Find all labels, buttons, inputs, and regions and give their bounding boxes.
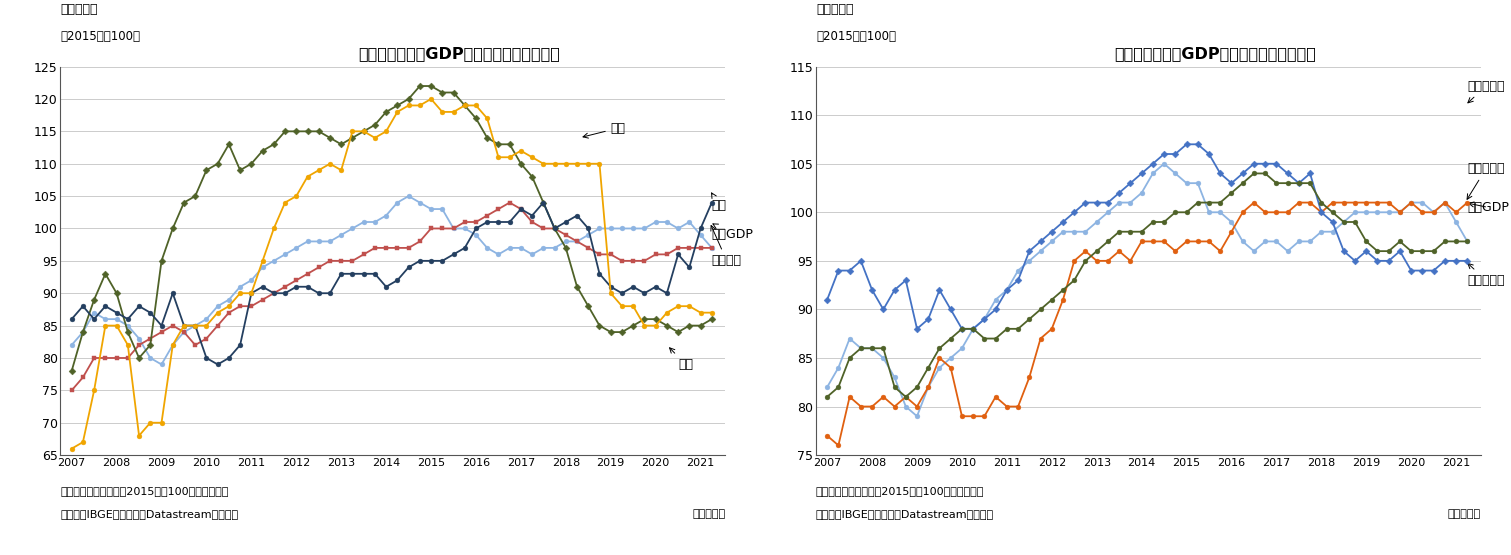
Text: 投資: 投資 [712,193,727,213]
Text: （2015年＝100）: （2015年＝100） [816,31,896,43]
Text: （注）季節調整系列の2015年を100として指数化: （注）季節調整系列の2015年を100として指数化 [60,486,228,496]
Text: （注）季節調整系列の2015年を100として指数化: （注）季節調整系列の2015年を100として指数化 [816,486,984,496]
Title: ブラジルの実質GDPの動向（需要項目別）: ブラジルの実質GDPの動向（需要項目別） [358,46,561,61]
Text: 個人消費: 個人消費 [710,225,742,268]
Text: （2015年＝100）: （2015年＝100） [60,31,141,43]
Text: （図表４）: （図表４） [60,3,98,16]
Text: 実質GDP: 実質GDP [712,224,754,241]
Title: ブラジルの実質GDPの動向（供給項目別）: ブラジルの実質GDPの動向（供給項目別） [1114,46,1316,61]
Text: （資料）IBGEのデータをDatastreamより取得: （資料）IBGEのデータをDatastreamより取得 [816,509,994,519]
Text: 輸入: 輸入 [669,348,694,371]
Text: 第二次産業: 第二次産業 [1467,264,1505,287]
Text: （資料）IBGEのデータをDatastreamより取得: （資料）IBGEのデータをDatastreamより取得 [60,509,239,519]
Text: （四半期）: （四半期） [1448,509,1481,519]
Text: 実質GDP: 実質GDP [1467,201,1509,214]
Text: 第一次産業: 第一次産業 [1467,79,1505,103]
Text: 第三次産業: 第三次産業 [1467,162,1505,199]
Text: 輸出: 輸出 [583,122,626,138]
Text: （四半期）: （四半期） [692,509,725,519]
Text: （図表５）: （図表５） [816,3,854,16]
